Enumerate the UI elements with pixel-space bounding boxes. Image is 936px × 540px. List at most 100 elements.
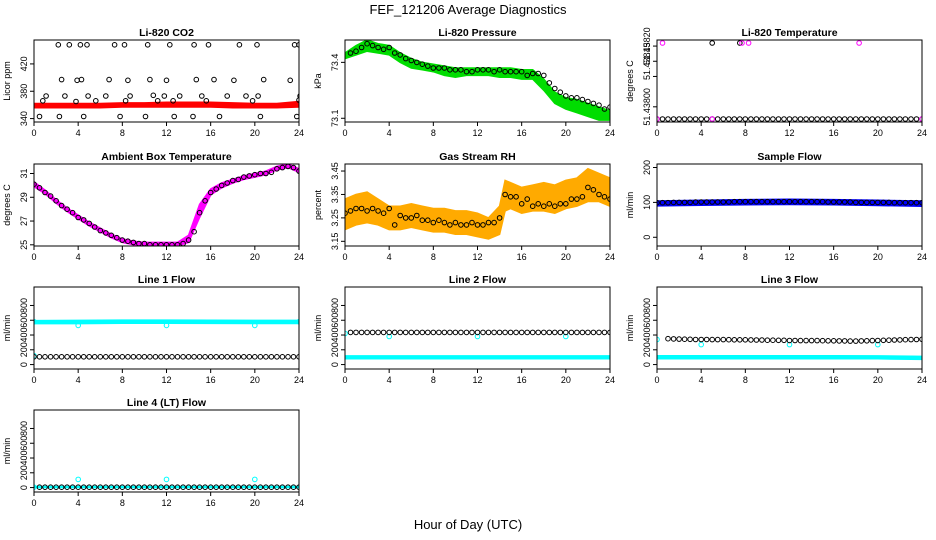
x-tick-label: 8 (431, 252, 436, 262)
data-point (764, 337, 771, 344)
data-point (414, 59, 420, 66)
series-band (345, 167, 610, 240)
data-point (529, 329, 536, 336)
series-band (34, 100, 299, 109)
data-point (42, 354, 48, 360)
data-point (474, 67, 481, 73)
data-point (574, 95, 580, 101)
data-point (748, 198, 754, 205)
plot-area (657, 335, 922, 361)
data-point (191, 354, 197, 360)
data-point (908, 116, 914, 122)
data-point (196, 354, 203, 360)
data-point (191, 42, 197, 48)
data-point (285, 484, 291, 491)
y-tick-label: 380 (19, 84, 29, 99)
x-tick-label: 16 (206, 252, 216, 262)
data-point (268, 169, 275, 176)
y-tick-label: 31 (19, 168, 29, 178)
data-point (759, 337, 765, 343)
y-tick-label: 800 (19, 421, 29, 436)
data-point (681, 116, 688, 122)
data-point (775, 337, 782, 344)
x-tick-label: 8 (743, 375, 748, 385)
x-tick-label: 4 (387, 375, 392, 385)
x-tick-label: 4 (699, 128, 704, 138)
data-point (47, 193, 54, 199)
x-tick-label: 24 (294, 252, 304, 262)
data-point (169, 354, 175, 360)
data-point (391, 50, 398, 56)
data-point (246, 354, 253, 360)
x-tick-label: 24 (917, 252, 927, 262)
data-point (425, 217, 431, 223)
y-axis-label: ml/min (2, 315, 12, 342)
data-point (665, 335, 671, 342)
data-point (75, 354, 81, 360)
data-point (218, 354, 225, 360)
y-tick-label: 3.25 (330, 209, 340, 227)
y-tick-label: 200 (330, 342, 340, 357)
figure-x-axis-label: Hour of Day (UTC) (413, 517, 523, 532)
data-point (231, 77, 237, 84)
data-point (111, 42, 118, 48)
data-point (563, 329, 569, 336)
data-point (402, 329, 409, 336)
data-point (375, 44, 381, 51)
data-point (402, 55, 409, 62)
x-tick-label: 24 (917, 128, 927, 138)
data-point (447, 222, 453, 228)
data-point (792, 198, 798, 205)
data-point (681, 336, 688, 343)
data-point (781, 116, 787, 122)
data-point (91, 484, 98, 491)
data-point (353, 205, 359, 212)
data-point (419, 329, 426, 336)
data-point (670, 199, 677, 206)
data-point (358, 329, 365, 336)
data-point (158, 354, 164, 360)
x-tick-label: 20 (873, 375, 883, 385)
data-point (213, 186, 219, 192)
data-point (491, 329, 497, 336)
data-point (858, 338, 865, 344)
data-point (75, 322, 81, 329)
data-point (518, 201, 525, 207)
data-point (224, 180, 230, 186)
data-point (886, 337, 892, 344)
x-tick-label: 24 (294, 375, 304, 385)
data-point (753, 198, 760, 205)
data-point (144, 42, 151, 48)
data-point (174, 242, 181, 246)
data-point (103, 354, 109, 360)
data-point (369, 205, 376, 212)
data-point (830, 116, 837, 122)
data-point (452, 219, 459, 226)
data-point (86, 220, 92, 227)
data-point (703, 336, 710, 343)
data-point (574, 329, 580, 336)
data-point (224, 354, 230, 360)
data-point (158, 484, 164, 491)
data-point (864, 116, 870, 122)
data-point (47, 484, 54, 491)
data-point (535, 329, 542, 336)
data-point (254, 42, 260, 48)
data-point (58, 76, 65, 83)
data-point (825, 116, 831, 122)
data-point (364, 329, 370, 336)
plot-frame (656, 39, 923, 123)
data-point (114, 234, 120, 241)
data-point (147, 484, 153, 491)
data-point (585, 329, 591, 336)
data-point (781, 198, 787, 205)
panel-sample-flow: Sample Flow 0 4 8 12 16 20 24 0 100 200 ml/min (625, 151, 927, 262)
data-point (347, 50, 354, 56)
data-point (552, 85, 558, 92)
data-point (720, 336, 727, 343)
data-point (463, 68, 470, 75)
x-tick-label: 16 (517, 375, 527, 385)
data-point (458, 222, 464, 228)
x-tick-label: 12 (472, 375, 482, 385)
